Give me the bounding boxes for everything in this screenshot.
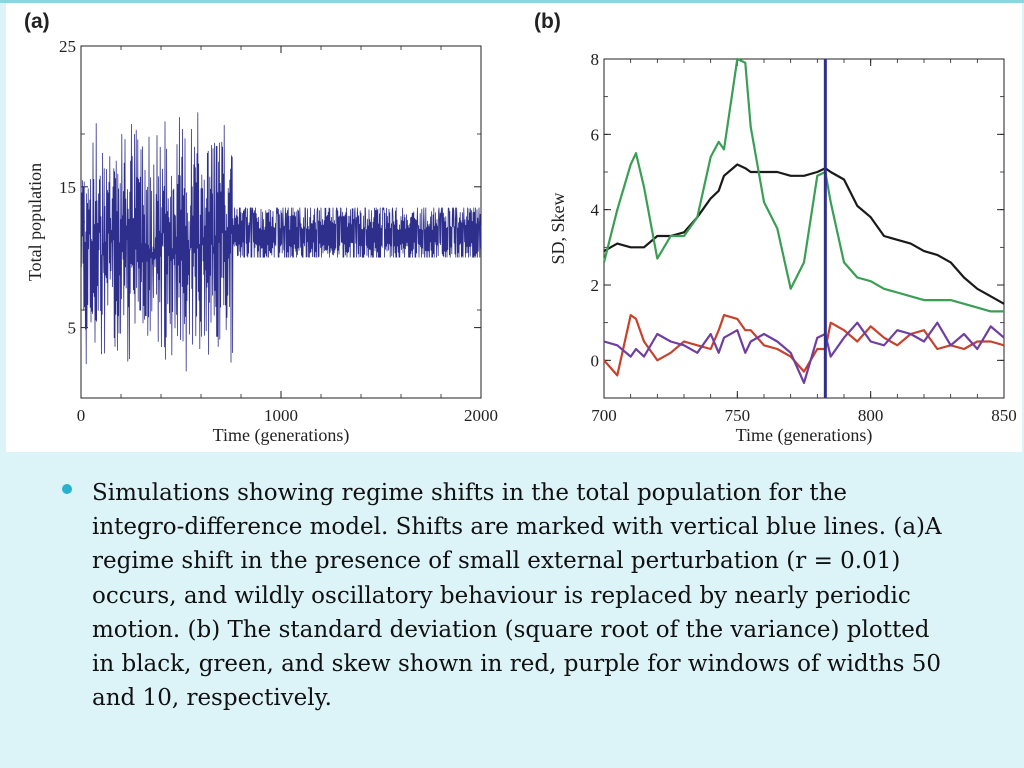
panel-label-b: (b) (534, 10, 561, 33)
x-tick-label: 800 (858, 406, 884, 425)
x-tick-label: 0 (77, 406, 86, 425)
skew-red-line (603, 314, 1005, 377)
sd-black-line (603, 163, 1005, 305)
population-series-line (80, 112, 482, 372)
y-axis-label: SD, Skew (548, 192, 568, 264)
y-tick-label: 4 (591, 201, 600, 220)
panel-label-a: (a) (24, 10, 50, 33)
plot-frame (603, 58, 1005, 399)
y-axis-label: Total population (25, 163, 45, 281)
x-tick-label: 1000 (264, 406, 298, 425)
figure-panel: (a) (b) 0 1000 2000 5 15 25 Time (generations)… (6, 3, 1022, 452)
caption-text: Simulations showing regime shifts in the… (92, 480, 942, 712)
x-tick-label: 750 (725, 406, 751, 425)
y-tick-label: 5 (68, 319, 77, 338)
chart-b: 700 750 800 850 0 2 4 6 8 Time (generations) SD, S… (548, 50, 1017, 446)
y-tick-label: 0 (591, 351, 600, 370)
sd-green-line (602, 57, 1004, 313)
x-tick-label: 850 (991, 406, 1017, 425)
y-tick-label: 25 (59, 37, 76, 56)
y-tick-label: 15 (59, 178, 76, 197)
chart-a: 0 1000 2000 5 15 25 Time (generations) Total po… (25, 37, 498, 446)
x-tick-label: 2000 (464, 406, 498, 425)
y-tick-label: 6 (591, 125, 600, 144)
y-tick-label: 2 (591, 276, 600, 295)
x-axis-label: Time (generations) (736, 425, 873, 446)
top-accent-band (0, 0, 1024, 3)
x-axis-label: Time (generations) (213, 425, 350, 446)
x-tick-label: 700 (591, 406, 617, 425)
y-tick-label: 8 (591, 50, 600, 69)
skew-purple-line (603, 321, 1005, 384)
bullet-icon (62, 484, 72, 494)
